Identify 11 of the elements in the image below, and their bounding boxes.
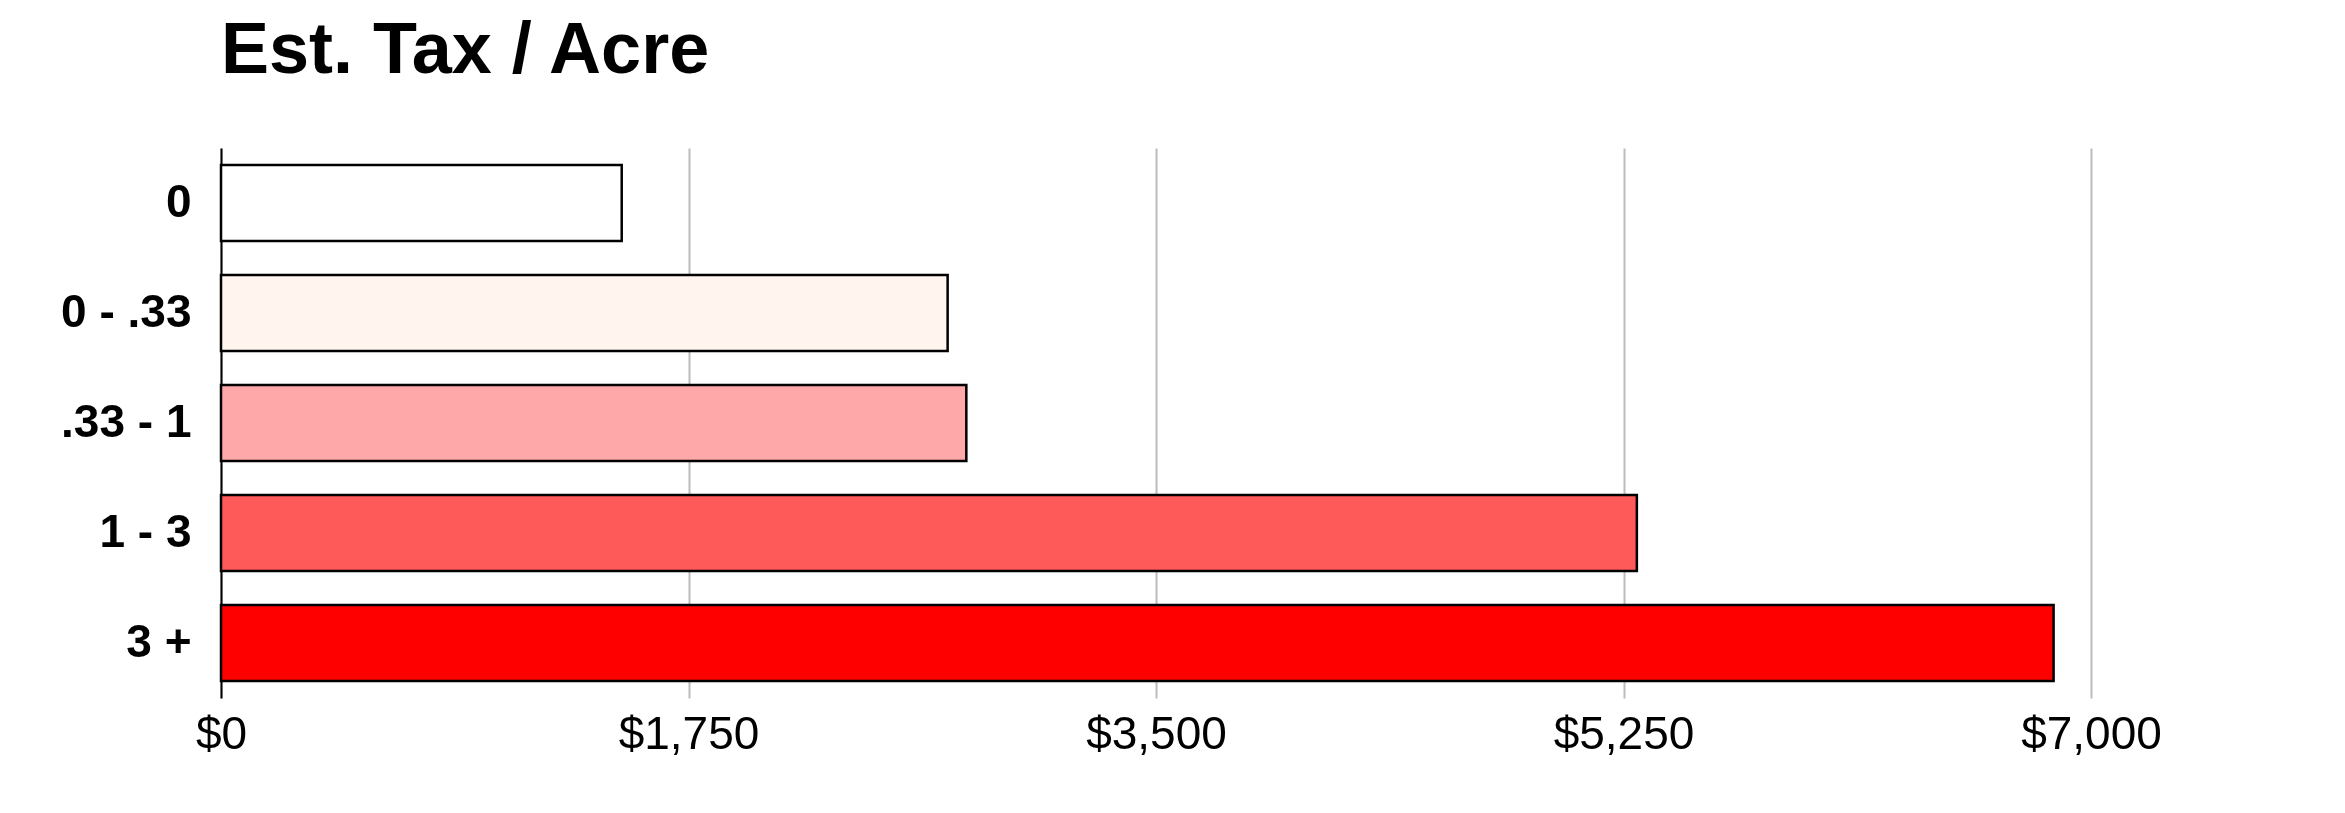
y-tick-label: 3 + <box>126 615 192 667</box>
chart-title: Est. Tax / Acre <box>221 8 710 88</box>
y-tick-label: 0 - .33 <box>61 285 192 337</box>
x-tick-label: $0 <box>195 706 248 759</box>
x-tick-label: $7,000 <box>2021 706 2162 759</box>
y-tick-label: 0 <box>165 175 192 227</box>
y-tick-label: 1 - 3 <box>99 505 192 557</box>
x-tick-label: $5,250 <box>1553 706 1695 759</box>
x-tick-label: $1,750 <box>618 706 760 759</box>
y-tick-label: .33 - 1 <box>61 395 192 447</box>
x-tick-label: $3,500 <box>1086 706 1227 759</box>
